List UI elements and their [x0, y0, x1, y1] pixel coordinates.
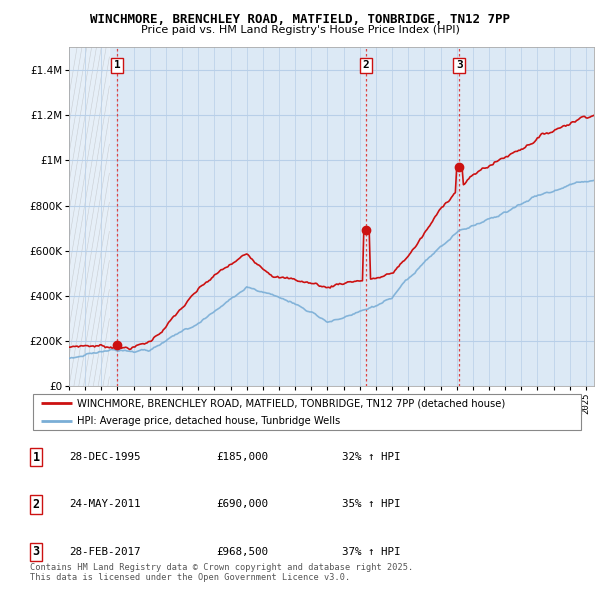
FancyBboxPatch shape: [33, 394, 581, 430]
Text: 2: 2: [32, 498, 40, 511]
Text: WINCHMORE, BRENCHLEY ROAD, MATFIELD, TONBRIDGE, TN12 7PP (detached house): WINCHMORE, BRENCHLEY ROAD, MATFIELD, TON…: [77, 398, 505, 408]
Text: 1: 1: [32, 451, 40, 464]
Text: 1: 1: [114, 60, 121, 70]
Text: 28-DEC-1995: 28-DEC-1995: [69, 453, 140, 462]
Text: 32% ↑ HPI: 32% ↑ HPI: [342, 453, 401, 462]
Text: 37% ↑ HPI: 37% ↑ HPI: [342, 547, 401, 556]
Text: 24-MAY-2011: 24-MAY-2011: [69, 500, 140, 509]
Text: 35% ↑ HPI: 35% ↑ HPI: [342, 500, 401, 509]
Text: 3: 3: [456, 60, 463, 70]
Text: £690,000: £690,000: [216, 500, 268, 509]
Text: 2: 2: [362, 60, 370, 70]
Text: Contains HM Land Registry data © Crown copyright and database right 2025.
This d: Contains HM Land Registry data © Crown c…: [30, 563, 413, 582]
Text: WINCHMORE, BRENCHLEY ROAD, MATFIELD, TONBRIDGE, TN12 7PP: WINCHMORE, BRENCHLEY ROAD, MATFIELD, TON…: [90, 13, 510, 26]
Text: £968,500: £968,500: [216, 547, 268, 556]
Text: 3: 3: [32, 545, 40, 558]
Text: £185,000: £185,000: [216, 453, 268, 462]
Text: HPI: Average price, detached house, Tunbridge Wells: HPI: Average price, detached house, Tunb…: [77, 416, 340, 426]
Text: Price paid vs. HM Land Registry's House Price Index (HPI): Price paid vs. HM Land Registry's House …: [140, 25, 460, 35]
Text: 28-FEB-2017: 28-FEB-2017: [69, 547, 140, 556]
